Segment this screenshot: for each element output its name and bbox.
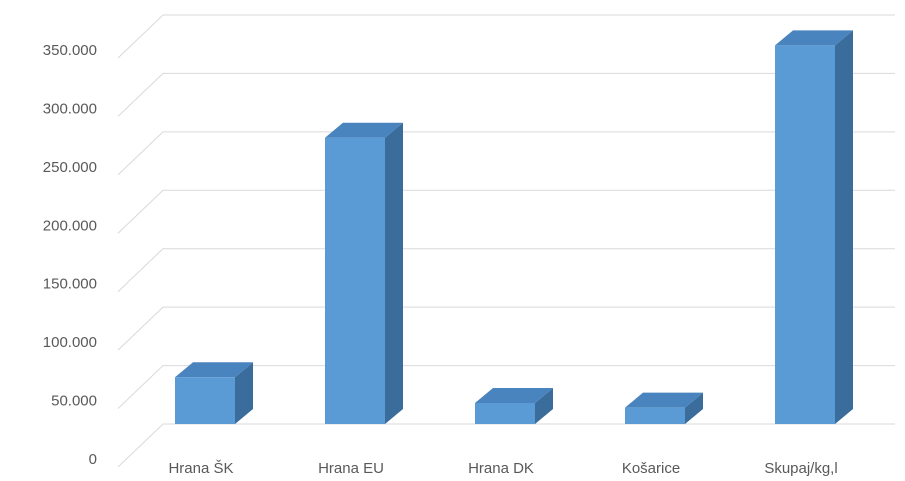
bar	[175, 362, 253, 424]
y-tick-label: 50.000	[51, 393, 97, 410]
y-axis-ticks: 0 50.000 100.000 150.000 200.000 250.000 300.0…	[43, 42, 97, 468]
bar-front	[175, 377, 235, 424]
x-tick-label: Košarice	[622, 460, 680, 477]
bar-side	[535, 387, 553, 424]
y-tick-label: 200.000	[43, 217, 97, 234]
bar	[775, 30, 853, 425]
bar	[625, 392, 703, 424]
bar-top	[625, 392, 703, 408]
gridline	[117, 248, 895, 293]
y-tick-label: 250.000	[43, 159, 97, 176]
bar-side	[835, 30, 853, 425]
bar	[475, 387, 553, 424]
y-tick-label: 100.000	[43, 334, 97, 351]
bar-side	[385, 122, 403, 424]
y-tick-label: 150.000	[43, 276, 97, 293]
y-tick-label: 350.000	[43, 42, 97, 59]
x-tick-label: Hrana ŠK	[168, 460, 233, 477]
bar-side	[685, 392, 703, 424]
bar-front	[475, 402, 535, 424]
bar	[325, 122, 403, 424]
gridline	[117, 131, 895, 176]
bar-side	[235, 362, 253, 424]
bar-front	[625, 407, 685, 424]
bar-top	[775, 30, 853, 46]
gridline	[117, 306, 895, 351]
bar-front	[325, 137, 385, 424]
bar-top	[325, 122, 403, 138]
gridline	[117, 365, 895, 409]
gridlines	[117, 14, 895, 468]
bar-front	[775, 45, 835, 424]
bar-top	[175, 362, 253, 378]
y-tick-label: 300.000	[43, 100, 97, 117]
x-axis-labels: Hrana ŠK Hrana EU Hrana DK Košarice Skupaj/k…	[168, 460, 837, 477]
x-tick-label: Hrana EU	[318, 460, 384, 477]
bars	[175, 30, 853, 425]
gridline	[117, 14, 895, 59]
gridline	[117, 189, 895, 234]
x-tick-label: Hrana DK	[468, 460, 534, 477]
y-tick-label: 0	[89, 451, 97, 468]
gridline	[117, 72, 895, 117]
bar-top	[475, 387, 553, 403]
x-tick-label: Skupaj/kg,l	[764, 460, 837, 477]
